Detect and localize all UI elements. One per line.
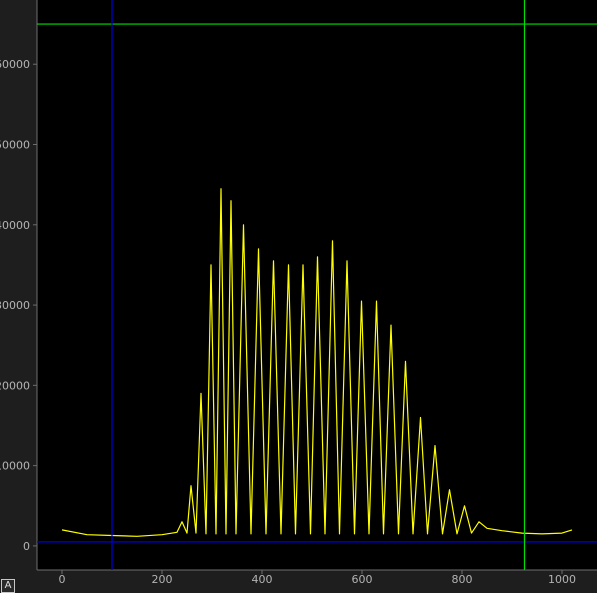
x-tick-label: 0 (59, 573, 66, 586)
x-tick-label: 200 (152, 573, 173, 586)
y-tick-label: 40000 (0, 219, 30, 232)
y-tick-label: 0 (23, 540, 30, 553)
x-tick-label: 1000 (548, 573, 576, 586)
intensity-series-line (61, 188, 573, 537)
x-tick-label: 400 (252, 573, 273, 586)
x-tick-label: 800 (452, 573, 473, 586)
tick-labels: 0200400600800100001000020000300004000050… (0, 58, 576, 586)
corner-badge[interactable]: A (1, 579, 15, 593)
y-tick-label: 20000 (0, 379, 30, 392)
series-layer (61, 188, 573, 537)
axes (36, 0, 597, 571)
y-tick-label: 30000 (0, 299, 30, 312)
y-tick-label: 60000 (0, 58, 30, 71)
reference-lines (37, 0, 597, 570)
y-tick-label: 50000 (0, 139, 30, 152)
x-tick-label: 600 (352, 573, 373, 586)
